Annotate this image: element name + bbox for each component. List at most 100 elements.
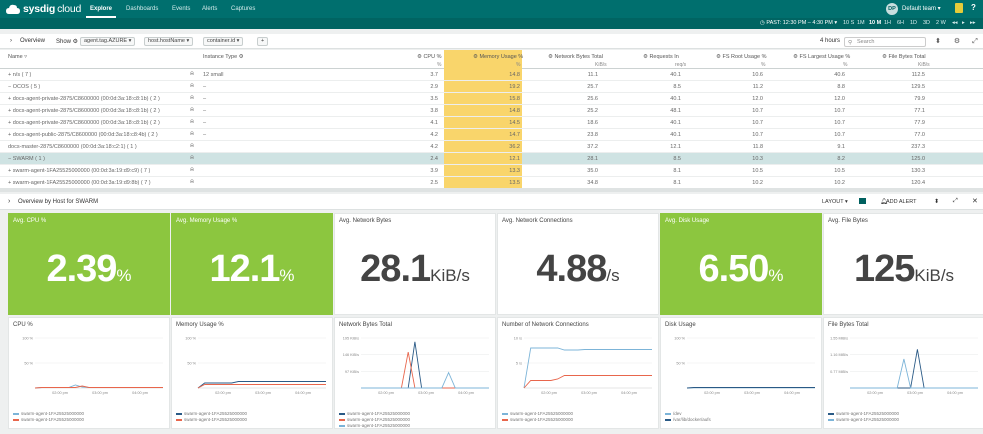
comment-icon[interactable] xyxy=(859,198,866,204)
row-bell-icon[interactable]: ⍾ xyxy=(190,155,194,161)
time-range-selector[interactable]: ◷ PAST: 12:30 PM – 4:30 PM ▾ xyxy=(760,20,838,26)
nav-events[interactable]: Events xyxy=(172,6,191,12)
step-back-icon[interactable]: ◂◂ xyxy=(952,20,958,26)
layout-menu[interactable]: LAYOUT ▾ xyxy=(822,199,848,205)
series-line xyxy=(361,352,489,389)
legend-entry[interactable]: swarm-agent-1FA25525000000 xyxy=(13,417,84,422)
legend-entry[interactable]: /var/lib/docker/aufs xyxy=(665,417,711,422)
table-row[interactable]: + docs-agent-private-2875/C8600000 (00:0… xyxy=(0,93,983,105)
row-bell-icon[interactable]: ⍾ xyxy=(190,95,194,101)
grouping-pill-agent-tag[interactable]: agent.tag.AZURE ▾ xyxy=(80,37,136,46)
nav-dashboards[interactable]: Dashboards xyxy=(126,6,159,12)
add-grouping-button[interactable]: + xyxy=(257,37,269,46)
preset-1m[interactable]: 1M xyxy=(857,20,865,26)
legend-entry[interactable]: swarm-agent-1FA25525000000 xyxy=(339,411,410,416)
col-cpu[interactable]: ⚙ CPU % xyxy=(417,54,442,60)
help-icon[interactable]: ? xyxy=(971,3,976,12)
row-bell-icon[interactable]: ⍾ xyxy=(190,83,194,89)
preset-1d[interactable]: 1D xyxy=(910,20,918,26)
legend-entry[interactable]: swarm-agent-1FA25525000000 xyxy=(828,417,899,422)
row-bell-icon[interactable]: ⍾ xyxy=(190,119,194,125)
search-input[interactable]: ⚲ Search xyxy=(844,37,926,47)
row-name: + swarm-agent-1FA25525000000 (00:0d:3a:1… xyxy=(8,168,151,174)
row-bell-icon[interactable]: ⍾ xyxy=(190,143,194,149)
col-instance-type[interactable]: Instance Type ⚙ xyxy=(203,54,244,60)
legend-entry[interactable]: swarm-agent-1FA25525000000 xyxy=(502,417,573,422)
table-row[interactable]: + docs-agent-private-2875/C8600000 (00:0… xyxy=(0,105,983,117)
row-instance-type: 12 small xyxy=(203,72,224,78)
legend-entry[interactable]: swarm-agent-1FA25525000000 xyxy=(502,411,573,416)
grouping-pill-container-id[interactable]: container.id ▾ xyxy=(203,37,244,46)
user-avatar[interactable]: DP xyxy=(886,3,898,15)
table-row[interactable]: + n/s ( 7 ) ⍾ 12 small 3.7 14.8 11.1 40.1 10.6 4… xyxy=(0,69,983,81)
row-bell-icon[interactable]: ⍾ xyxy=(190,107,194,113)
stat-card[interactable]: Avg. Network Bytes 28.1KiB/s xyxy=(334,213,496,315)
col-fs-largest[interactable]: ⚙ FS Largest Usage % xyxy=(793,54,851,60)
nav-captures[interactable]: Captures xyxy=(231,6,256,12)
table-row[interactable]: + swarm-agent-1FA25525000000 (00:0d:3a:1… xyxy=(0,165,983,177)
panel-close-icon[interactable]: ✕ xyxy=(972,198,978,205)
collapse-chevron-icon[interactable]: › xyxy=(10,38,12,44)
table-row[interactable]: + swarm-agent-1FA25525000000 (00:0d:3a:1… xyxy=(0,177,983,188)
step-forward-icon[interactable]: ▸▸ xyxy=(970,20,976,26)
legend-label: swarm-agent-1FA25525000000 xyxy=(836,417,900,422)
table-row[interactable]: + docs-agent-private-2875/C8600000 (00:0… xyxy=(0,117,983,129)
table-row[interactable]: − SWARM ( 1 ) ⍾ 2.4 12.1 28.1 8.5 10.3 8.2 125.0 xyxy=(0,153,983,165)
preset-3d[interactable]: 3D xyxy=(923,20,931,26)
col-fs-root[interactable]: ⚙ FS Root Usage % xyxy=(716,54,767,60)
preset-10m[interactable]: 10 M xyxy=(869,20,882,26)
col-name[interactable]: Name ▿ xyxy=(8,54,27,60)
legend-entry[interactable]: /dev xyxy=(665,411,682,416)
table-row[interactable]: docs-master-2875/C8600000 (00:0d:3a:18:c… xyxy=(0,141,983,153)
table-row[interactable]: + docs-agent-public-2875/C8600000 (00:0d… xyxy=(0,129,983,141)
grouping-pill-hostname[interactable]: host.hostName ▾ xyxy=(144,37,194,46)
row-bell-icon[interactable]: ⍾ xyxy=(190,167,194,173)
preset-6h[interactable]: 6H xyxy=(897,20,905,26)
col-file-bytes[interactable]: ⚙ File Bytes Total xyxy=(882,54,926,60)
legend-entry[interactable]: swarm-agent-1FA25525000000 xyxy=(339,417,410,422)
col-requests-in[interactable]: ⚙ Requests In xyxy=(643,54,679,60)
stat-card[interactable]: Avg. File Bytes 125KiB/s xyxy=(823,213,983,315)
expand-icon[interactable]: ⤢ xyxy=(972,38,978,45)
row-bell-icon[interactable]: ⍾ xyxy=(190,131,194,137)
legend-label: swarm-agent-1FA25525000000 xyxy=(184,417,248,422)
legend-entry[interactable]: swarm-agent-1FA25525000000 xyxy=(339,423,410,428)
nav-explore[interactable]: Explore xyxy=(86,0,117,18)
row-metric-value: 77.0 xyxy=(914,132,925,138)
hours-selector[interactable]: 4 hours xyxy=(820,38,841,44)
stat-card[interactable]: Avg. Memory Usage % 12.1% xyxy=(171,213,333,315)
legend-entry[interactable]: swarm-agent-1FA25525000000 xyxy=(176,417,247,422)
row-metric-value: 18.6 xyxy=(587,120,598,126)
panel-expand-icon[interactable]: ⤢ xyxy=(953,198,958,204)
preset-1h[interactable]: 1H xyxy=(884,20,892,26)
pin-panel-icon[interactable]: ⬍ xyxy=(934,199,940,205)
table-row[interactable]: − OCOS ( 5 ) ⍾ – 2.9 19.2 25.7 8.5 11.2 8.8 129.5 xyxy=(0,81,983,93)
add-alert-button[interactable]: ADD ALERT xyxy=(886,199,917,205)
legend-entry[interactable]: swarm-agent-1FA25525000000 xyxy=(13,411,84,416)
row-metric-value: 35.0 xyxy=(587,168,598,174)
row-metric-value: 11.1 xyxy=(587,72,598,78)
legend-swatch xyxy=(828,418,834,421)
stat-card[interactable]: Avg. CPU % 2.39% xyxy=(8,213,170,315)
row-bell-icon[interactable]: ⍾ xyxy=(190,71,194,77)
col-memory[interactable]: ⚙ Memory Usage % xyxy=(473,54,524,60)
play-icon[interactable]: ▸ xyxy=(962,20,965,26)
settings-gear-icon[interactable]: ⚙ xyxy=(953,38,961,45)
y-tick-label: 50 % xyxy=(24,362,33,366)
legend-entry[interactable]: swarm-agent-1FA25525000000 xyxy=(176,411,247,416)
stat-card[interactable]: Avg. Network Connections 4.88/s xyxy=(497,213,659,315)
row-bell-icon[interactable]: ⍾ xyxy=(190,179,194,185)
show-label[interactable]: Show ⚙ xyxy=(56,39,79,45)
resize-divider[interactable] xyxy=(0,188,983,192)
notifications-icon[interactable] xyxy=(955,3,963,13)
panel-chevron-icon[interactable]: › xyxy=(8,198,11,205)
col-network-bytes[interactable]: ⚙ Network Bytes Total xyxy=(548,54,603,60)
sysdig-logo[interactable]: sysdig cloud xyxy=(6,2,81,16)
team-selector[interactable]: Default team ▾ xyxy=(902,6,941,12)
pin-icon[interactable]: ⬍ xyxy=(935,38,941,45)
preset-2w[interactable]: 2 W xyxy=(936,20,946,26)
stat-card[interactable]: Avg. Disk Usage 6.50% xyxy=(660,213,822,315)
legend-entry[interactable]: swarm-agent-1FA25525000000 xyxy=(828,411,899,416)
nav-alerts[interactable]: Alerts xyxy=(202,6,218,12)
preset-10s[interactable]: 10 S xyxy=(843,20,855,26)
